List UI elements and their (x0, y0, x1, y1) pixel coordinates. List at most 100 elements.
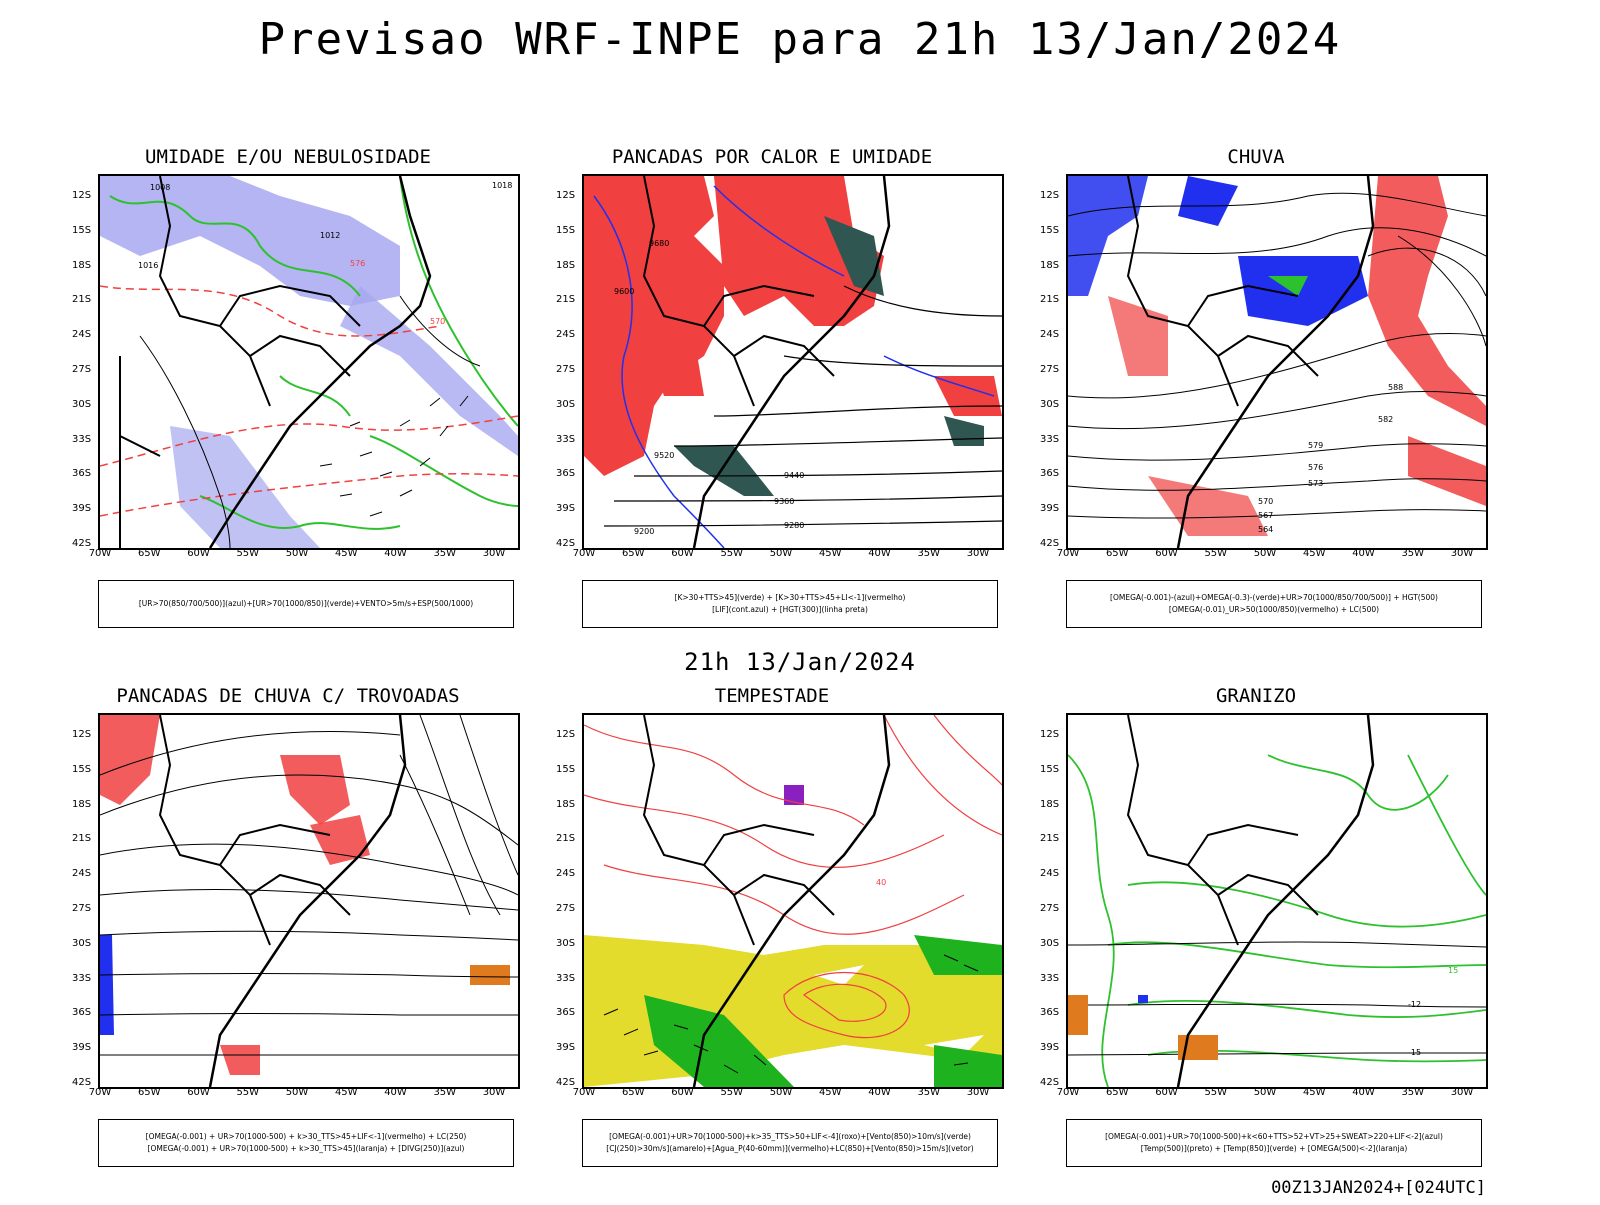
humidity-high-level-area (100, 176, 400, 306)
latitude-tick-label: 27S (556, 903, 576, 914)
latitude-tick-label: 39S (1040, 1042, 1060, 1054)
pressure-contour (139, 335, 231, 548)
longitude-tick-label: 35W (917, 1087, 941, 1098)
longitude-tick-label: 30W (482, 548, 506, 559)
forecast-timestamp: 00Z13JAN2024+[024UTC] (1271, 1178, 1486, 1198)
panel-thunderstorm-showers: PANCADAS DE CHUVA C/ TROVOADAS (48, 685, 528, 1205)
height-label: 9440 (784, 471, 804, 480)
latitude-tick-label: 42S (72, 538, 92, 549)
latitude-tick-label: 42S (1040, 538, 1060, 549)
omega-weak-area (1178, 176, 1238, 226)
longitude-tick-label: 65W (1105, 548, 1129, 559)
longitude-tick-label: 50W (285, 1087, 309, 1098)
height-contours (1068, 192, 1486, 519)
latitude-tick-label: 27S (556, 364, 576, 375)
latitude-tick-label: 12S (72, 729, 92, 740)
height-label: 9680 (649, 239, 669, 248)
latitude-tick-label: 12S (556, 729, 576, 740)
legend-line: [OMEGA(-0.001) + UR>70(1000-500) + k>30_… (147, 1144, 465, 1153)
longitude-tick-label: 45W (1302, 1087, 1326, 1098)
latitude-tick-label: 30S (556, 398, 576, 410)
latitude-tick-label: 24S (1040, 329, 1060, 341)
latitude-tick-label: 15S (72, 763, 92, 775)
map-canvas: 40 (584, 715, 1002, 1087)
latitude-tick-label: 42S (556, 1077, 576, 1088)
latitude-tick-label: 39S (1040, 503, 1060, 515)
latitude-tick-label: 36S (1040, 1007, 1060, 1019)
legend-line: [CJ(250)>30m/s](amarelo)+[Agua_P(40-60mm… (606, 1144, 974, 1153)
longitude-tick-label: 65W (621, 548, 645, 559)
jet-stream-gap (924, 1035, 984, 1055)
longitude-tick-label: 60W (1155, 1087, 1178, 1098)
longitude-tick-label: 60W (1155, 548, 1178, 559)
latitude-tick-label: 36S (556, 1007, 576, 1019)
humidity-high-level-area (340, 286, 518, 456)
storm-area (220, 1045, 260, 1075)
latitude-tick-label: 24S (1040, 868, 1060, 880)
map-frame: -12 -15 15 (1066, 713, 1488, 1089)
thickness-contour (100, 415, 518, 467)
map-frame: 9680 9600 9520 9440 9360 9280 9200 (582, 174, 1004, 550)
latitude-tick-label: 12S (72, 190, 92, 201)
panel-convection: PANCADAS POR CALOR E UMIDADE (532, 146, 1012, 666)
longitude-tick-label: 45W (818, 548, 842, 559)
strong-wind-area (934, 1045, 1002, 1087)
longitude-tick-label: 70W (1056, 548, 1080, 559)
latitude-tick-label: 33S (556, 433, 576, 445)
map-canvas (100, 715, 518, 1087)
coastline (1176, 715, 1375, 1087)
weak-instability-area (674, 446, 774, 496)
omega-weak-area (1238, 256, 1368, 326)
map-canvas: -12 -15 15 (1068, 715, 1486, 1087)
height-label: 564 (1258, 525, 1273, 534)
longitude-tick-label: 40W (1352, 548, 1375, 559)
isobar-label: 1008 (150, 183, 170, 192)
legend-box: [OMEGA(-0.001)-(azul)+OMEGA(-0.3)-(verde… (1066, 580, 1482, 628)
coastline (208, 715, 407, 1087)
longitude-tick-label: 30W (966, 548, 990, 559)
thickness-label: 576 (350, 259, 365, 268)
thickness-label: 570 (430, 317, 445, 326)
longitude-tick-label: 35W (433, 1087, 457, 1098)
moderate-storm-area (470, 965, 510, 985)
latitude-tick-label: 15S (556, 763, 576, 775)
omega-strong-area (1268, 276, 1308, 296)
map-canvas: 588 582 579 576 573 570 567 564 (1068, 176, 1486, 548)
latitude-tick-label: 36S (1040, 468, 1060, 480)
longitude-tick-label: 30W (482, 1087, 506, 1098)
weak-instability-area (824, 216, 884, 296)
latitude-tick-label: 36S (72, 468, 92, 480)
legend-box: [UR>70(850/700/500)](azul)+[UR>70(1000/8… (98, 580, 514, 628)
latitude-tick-label: 21S (72, 833, 92, 845)
jet-stream-gap (814, 965, 864, 985)
humid-omega-area (1148, 476, 1268, 536)
legend-line: [K>30+TTS>45](verde) + [K>30+TTS>45+LI<-… (674, 593, 906, 602)
longitude-tick-label: 45W (334, 1087, 358, 1098)
longitude-tick-label: 55W (236, 1087, 260, 1098)
longitude-tick-label: 65W (621, 1087, 645, 1098)
longitude-tick-label: 50W (285, 548, 309, 559)
latitude-tick-label: 21S (1040, 833, 1060, 845)
longitude-tick-label: 50W (1253, 548, 1277, 559)
longitude-tick-label: 35W (917, 548, 941, 559)
country-border (1126, 176, 1319, 407)
main-title: Previsao WRF-INPE para 21h 13/Jan/2024 (258, 14, 1342, 65)
latitude-tick-label: 12S (1040, 190, 1060, 201)
height-label: 576 (1308, 463, 1323, 472)
map-frame: 40 (582, 713, 1004, 1089)
storm-area (280, 755, 350, 825)
height-label: 573 (1308, 479, 1323, 488)
longitude-tick-label: 55W (1204, 1087, 1228, 1098)
panel-rain: CHUVA 588 582 (1016, 146, 1496, 666)
latitude-tick-label: 30S (72, 398, 92, 410)
longitude-tick-label: 30W (1450, 548, 1474, 559)
latitude-tick-label: 18S (556, 259, 576, 271)
coastline (692, 715, 891, 1087)
latitude-tick-label: 12S (1040, 729, 1060, 740)
latitude-tick-label: 12S (556, 190, 576, 201)
hail-area (1138, 995, 1148, 1003)
omega-strong-area (1068, 995, 1088, 1035)
map-frame: 588 582 579 576 573 570 567 564 (1066, 174, 1488, 550)
latitude-tick-label: 15S (1040, 224, 1060, 236)
longitude-tick-label: 35W (433, 548, 457, 559)
